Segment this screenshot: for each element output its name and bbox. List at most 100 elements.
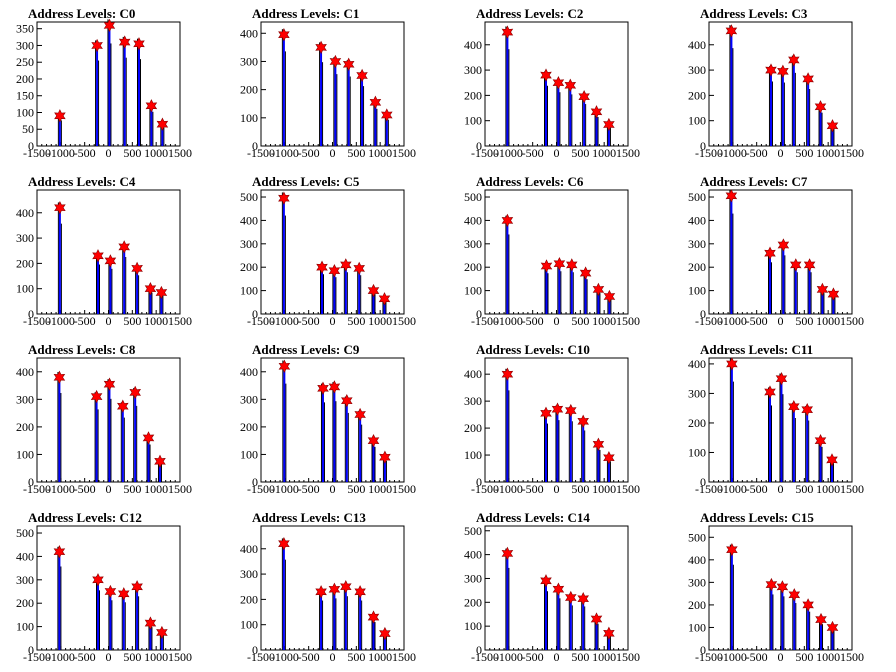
y-tick-label: 100 [240,618,258,632]
star-marker-icon [379,626,391,641]
star-marker-icon [566,258,578,272]
x-tick-label: 0 [106,482,112,496]
star-marker-icon [501,367,514,381]
y-tick-label: 400 [16,206,34,220]
star-marker-icon [764,385,776,399]
x-tick-label: 1500 [168,482,192,496]
x-tick-label: 1500 [616,146,640,160]
y-tick-label: 0 [28,139,34,153]
star-marker-icon [367,610,380,624]
star-marker-icon [814,434,827,448]
y-tick-label: 0 [28,475,34,489]
x-tick-label: -500 [298,146,320,160]
x-tick-label: 1500 [840,314,864,328]
y-tick-label: 300 [688,386,706,400]
x-tick-label: 0 [106,314,112,328]
x-tick-label: 1500 [392,482,416,496]
star-marker-icon [725,189,738,203]
x-tick-label: -500 [746,482,768,496]
panel-c14: Address Levels: C14 0 100 200 300 400 500 -1500… [464,510,640,664]
star-marker-icon [104,584,117,599]
x-tick-label: -500 [298,314,320,328]
star-marker-icon [802,598,814,612]
y-tick-label: 300 [464,237,482,251]
star-marker-icon [577,414,589,428]
star-marker-icon [118,35,131,49]
y-tick-label: 300 [464,394,482,408]
star-marker-icon [564,78,577,92]
y-tick-label: 200 [464,595,482,609]
y-tick-label: 300 [16,573,34,587]
star-marker-icon [142,431,155,445]
panel-title: Address Levels: C12 [28,510,142,525]
panel-title: Address Levels: C7 [700,174,808,189]
panel-title: Address Levels: C10 [476,342,590,357]
panel-title: Address Levels: C2 [476,6,583,21]
star-marker-icon [369,95,382,109]
y-tick-label: 100 [464,114,482,128]
star-marker-icon [826,119,839,133]
panel-c7: Address Levels: C70100200300400500-1500-… [688,174,864,328]
panel-title: Address Levels: C6 [476,174,584,189]
x-tick-label: 1500 [392,314,416,328]
y-tick-label: 500 [16,526,34,540]
y-tick-label: 100 [688,284,706,298]
star-marker-icon [104,254,117,268]
x-tick-label: 1500 [168,146,192,160]
star-marker-icon [726,357,738,371]
x-tick-label: 1500 [840,650,864,664]
star-marker-icon [156,625,168,640]
y-tick-label: 0 [476,475,482,489]
star-marker-icon [53,370,66,384]
x-tick-label: 1000 [368,650,392,664]
y-tick-label: 150 [16,89,34,103]
star-marker-icon [827,287,840,301]
x-tick-label: 1000 [816,650,840,664]
panel-c10: Address Levels: C10 0 100 200 300 400 -1500-10… [464,342,640,496]
star-marker-icon [329,54,342,69]
star-marker-icon [577,592,589,606]
x-tick-label: -1500 [471,650,499,664]
star-marker-icon [764,246,776,260]
panel-title: Address Levels: C13 [252,510,366,525]
x-tick-label: -500 [522,314,544,328]
x-tick-label: 500 [123,146,141,160]
x-tick-label: 0 [106,146,112,160]
x-tick-label: -500 [298,482,320,496]
x-tick-label: 1500 [616,650,640,664]
x-tick-label: -1000 [271,146,299,160]
star-marker-icon [131,580,143,594]
y-tick-label: 0 [28,307,34,321]
x-tick-label: 1000 [816,482,840,496]
x-tick-label: 500 [571,482,589,496]
y-tick-label: 400 [688,38,706,52]
x-tick-label: -1000 [495,650,523,664]
x-tick-label: -500 [746,650,768,664]
x-tick-label: 0 [778,146,784,160]
y-tick-label: 200 [688,88,706,102]
panel-c8: Address Levels: C8 0 100 200 300 400 -1500-100… [16,342,192,496]
y-tick-label: 300 [464,571,482,585]
y-tick-label: 400 [464,213,482,227]
x-tick-label: 1500 [616,314,640,328]
x-tick-label: 1000 [592,482,616,496]
star-marker-icon [145,99,158,113]
y-tick-label: 200 [240,592,258,606]
star-marker-icon [815,612,827,627]
panel-title: Address Levels: C0 [28,6,135,21]
star-marker-icon [131,261,143,276]
y-tick-label: 100 [464,619,482,633]
star-marker-icon [777,64,789,78]
star-marker-icon [278,537,290,551]
x-tick-label: 1000 [816,146,840,160]
star-marker-icon [540,406,552,420]
x-tick-label: 500 [123,314,141,328]
x-tick-label: -1000 [495,482,523,496]
y-tick-label: 300 [688,63,706,77]
x-tick-label: -1000 [47,314,75,328]
y-tick-label: 500 [464,524,482,538]
y-tick-label: 400 [464,367,482,381]
x-tick-label: 1000 [592,146,616,160]
x-tick-label: 0 [330,482,336,496]
y-tick-label: 300 [16,38,34,52]
